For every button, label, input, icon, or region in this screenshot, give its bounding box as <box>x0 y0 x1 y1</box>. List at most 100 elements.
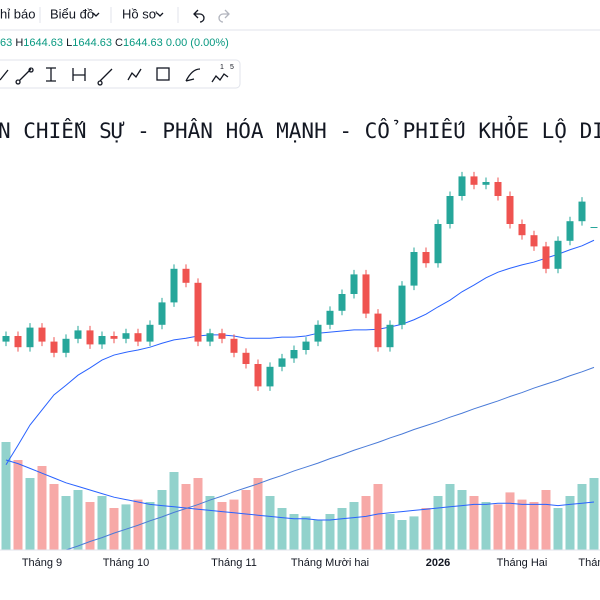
candle-body <box>494 182 502 196</box>
volume-bar <box>541 490 551 550</box>
x-tick-label: Tháng 11 <box>211 557 257 569</box>
volume-bar <box>97 496 107 550</box>
candle-body <box>278 358 286 367</box>
candle-body <box>290 350 298 359</box>
candle-body <box>362 274 370 314</box>
high-value: 1644.63 <box>23 37 63 49</box>
x-tick-label: Tháng Hai <box>497 557 548 569</box>
volume-bar <box>505 492 515 550</box>
ohlc-legend: 63 H1644.63 L1644.63 C1644.63 0.00 (0.00… <box>0 37 229 49</box>
volume-bar <box>289 514 299 550</box>
volume-bar <box>349 502 359 550</box>
x-tick-label: Tháng <box>578 557 600 569</box>
x-tick-label: Tháng Mười hai <box>291 557 369 569</box>
volume-bar <box>73 490 83 550</box>
profile-menu[interactable]: Hồ sơ <box>122 6 158 21</box>
candle-body <box>554 240 562 269</box>
candle-body <box>50 341 58 353</box>
drawing-toolbar <box>0 59 241 89</box>
candle-body <box>314 324 322 342</box>
volume-bar <box>457 490 467 550</box>
volume-bar <box>229 499 239 550</box>
indicators-button[interactable]: hỉ báo <box>0 6 35 21</box>
volume-bar <box>277 508 287 550</box>
candle-body <box>578 201 586 222</box>
tool-vertical[interactable] <box>46 67 56 82</box>
candle-body <box>62 338 70 353</box>
tool-range[interactable] <box>72 68 86 81</box>
candle-body <box>434 224 442 264</box>
x-tick-label: Tháng 10 <box>103 557 149 569</box>
candle-body <box>374 313 382 348</box>
candle-body <box>86 330 94 345</box>
candle-body <box>446 196 454 224</box>
candle-body <box>98 336 106 345</box>
volume-bar <box>553 508 563 550</box>
ma-line <box>65 366 595 551</box>
candle-body <box>302 341 310 350</box>
volume-bar <box>1 442 11 550</box>
chart-menu[interactable]: Biểu đồ <box>50 6 94 21</box>
redo-button[interactable] <box>218 9 230 23</box>
candle-body <box>206 333 214 342</box>
volume-bar <box>25 478 35 550</box>
volume-bar <box>397 520 407 550</box>
candle-body <box>542 246 550 269</box>
volume-bar <box>325 514 335 550</box>
candle-body <box>170 268 178 303</box>
volume-bar <box>61 496 71 550</box>
tool-trend[interactable] <box>15 67 34 85</box>
volume-bar <box>481 502 491 550</box>
volume-bar <box>589 478 599 550</box>
close-label: C <box>115 37 123 49</box>
tool-line[interactable] <box>0 69 9 81</box>
volume-bar <box>373 484 383 550</box>
volume-bar <box>85 502 95 550</box>
open-value: 63 <box>0 37 12 49</box>
tool-brush[interactable] <box>185 68 201 82</box>
drawing-tools <box>0 67 229 86</box>
candle-body <box>146 324 154 342</box>
candle-body <box>506 196 514 224</box>
volume-bar <box>181 484 191 550</box>
candle-body <box>110 336 118 339</box>
candle-body <box>566 221 574 241</box>
tool-rect[interactable] <box>156 67 170 81</box>
candle-body <box>518 224 526 236</box>
undo-button[interactable] <box>193 9 205 23</box>
change-value: 0.00 (0.00%) <box>166 37 229 49</box>
volume-bar <box>253 478 263 550</box>
x-tick-label: 2026 <box>426 557 450 569</box>
high-label: H <box>15 37 23 49</box>
candle-body <box>242 352 250 364</box>
volume-bar <box>265 496 275 550</box>
top-toolbar <box>0 0 600 30</box>
tool-ray[interactable] <box>97 68 113 86</box>
candle-body <box>230 338 238 353</box>
x-tick-label: Tháng 9 <box>22 557 62 569</box>
candle-body <box>398 285 406 325</box>
volume-bar <box>49 484 59 550</box>
candle-body <box>122 333 130 339</box>
volume-bar <box>109 508 119 550</box>
volume-bar <box>517 499 527 550</box>
volume-bar <box>37 466 47 550</box>
volume-ma-line <box>5 459 595 521</box>
candle-body <box>590 227 598 229</box>
volume-bar <box>337 508 347 550</box>
volume-bar <box>409 516 419 550</box>
tool-pattern[interactable] <box>211 73 229 83</box>
volume-bar <box>301 516 311 550</box>
candle-body <box>182 268 190 283</box>
volume-bar <box>13 460 23 550</box>
candle-body <box>266 366 274 387</box>
candle-body <box>194 282 202 342</box>
volume-bar <box>205 496 215 550</box>
volume-bar <box>193 478 203 550</box>
candle-body <box>422 252 430 264</box>
candle-body <box>14 336 22 348</box>
volume-bar <box>385 514 395 550</box>
tool-path[interactable] <box>127 68 142 81</box>
